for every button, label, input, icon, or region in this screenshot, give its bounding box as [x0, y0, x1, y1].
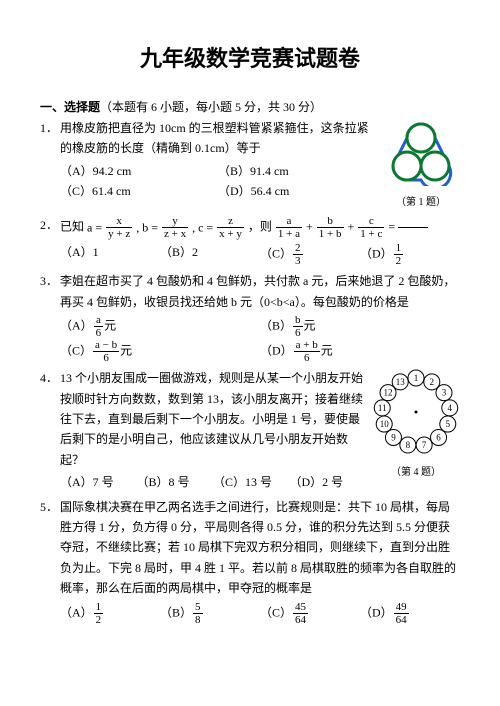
svg-text:2: 2 — [430, 377, 435, 387]
question-5: 5． 国际象棋决赛在甲乙两名选手之间进行，比赛规则是：共下 10 局棋，每局胜方… — [40, 497, 460, 626]
plus-icon: + — [348, 219, 355, 233]
q1-opt-d: （D）56.4 cm — [218, 181, 376, 201]
q5-opt-a: （A）12 — [60, 601, 160, 626]
q2-beq: , b = — [136, 220, 158, 234]
q2-sum2: b1 + b — [317, 215, 344, 240]
q4-opt-c: （C）13 号 — [213, 472, 290, 492]
q3-opt-c: （C）a − b6元 — [60, 339, 260, 364]
q5-opt-b: （B）58 — [160, 601, 260, 626]
q3-num: 3． — [40, 271, 60, 364]
question-2: 2． 已知 a = xy + z , b = yz + x , c = zx +… — [40, 215, 460, 267]
q5-text: 国际象棋决赛在甲乙两名选手之间进行，比赛规则是：共下 10 局棋，每局胜方得 1… — [60, 497, 460, 599]
q1-num: 1． — [40, 118, 60, 211]
svg-text:8: 8 — [406, 440, 411, 450]
q3-text: 李姐在超市买了 4 包酸奶和 4 包鲜奶，共付款 a 元，后来她退了 2 包酸奶… — [60, 271, 460, 312]
q4-opt-b: （B）8 号 — [137, 472, 214, 492]
question-4: 4． 12131234567891011 （第 4 题） 13 个小朋友围成一圈… — [40, 368, 460, 492]
q2-frac-b: yz + x — [162, 215, 188, 240]
svg-text:5: 5 — [446, 419, 451, 429]
q4-opt-a: （A）7 号 — [60, 472, 137, 492]
q1-opt-b: （B）91.4 cm — [218, 161, 376, 181]
svg-text:6: 6 — [436, 433, 441, 443]
q1-figure: （第 1 题） — [382, 118, 460, 211]
q3-opt-b: （B）b6元 — [260, 314, 460, 339]
q2-frac-a: xy + z — [106, 215, 132, 240]
svg-text:7: 7 — [422, 440, 427, 450]
q2-sum1: a1 + a — [276, 215, 302, 240]
q2-pre: 已知 — [60, 219, 84, 233]
q5-options: （A）12 （B）58 （C）4564 （D）4964 — [60, 601, 460, 626]
svg-text:12: 12 — [384, 388, 393, 398]
q5-opt-d: （D）4964 — [360, 601, 460, 626]
svg-text:11: 11 — [378, 403, 387, 413]
question-1: 1． （第 1 题） 用橡皮筋把直径为 10cm 的三根塑料管紧紧箍住，这条拉紧… — [40, 118, 460, 211]
q5-opt-c: （C）4564 — [260, 601, 360, 626]
q2-text: 已知 a = xy + z , b = yz + x , c = zx + y … — [60, 215, 460, 240]
q2-sum3: c1 + c — [358, 215, 384, 240]
q1-opt-a: （A）94.2 cm — [60, 161, 218, 181]
svg-text:4: 4 — [448, 403, 453, 413]
svg-text:10: 10 — [380, 419, 390, 429]
section-note: （本题有 6 小题，每小题 5 分，共 30 分） — [100, 100, 322, 114]
q1-options: （A）94.2 cm （B）91.4 cm （C）61.4 cm （D）56.4… — [60, 161, 376, 202]
blank-line — [398, 227, 428, 228]
page-title: 九年级数学竞赛试题卷 — [40, 40, 460, 77]
q2-ceq: , c = — [192, 220, 213, 234]
q3-options: （A）a6元 （B）b6元 （C）a − b6元 （D）a + b6元 — [60, 314, 460, 364]
q2-num: 2． — [40, 215, 60, 267]
q2-mid2: = — [388, 219, 395, 233]
q4-options: （A）7 号 （B）8 号 （C）13 号 （D）2 号 — [60, 472, 366, 492]
q1-caption: （第 1 题） — [382, 194, 460, 211]
question-3: 3． 李姐在超市买了 4 包酸奶和 4 包鲜奶，共付款 a 元，后来她退了 2 … — [40, 271, 460, 364]
svg-text:1: 1 — [414, 373, 419, 383]
q2-opt-a: （A）1 — [60, 242, 160, 267]
q2-opt-b: （B）2 — [160, 242, 260, 267]
section-name: 一、选择题 — [40, 100, 100, 114]
q4-caption: （第 4 题） — [372, 464, 460, 481]
q2-opt-c: （C）23 — [260, 242, 360, 267]
q4-opt-d: （D）2 号 — [290, 472, 367, 492]
svg-text:3: 3 — [442, 388, 447, 398]
q4-num: 4． — [40, 368, 60, 492]
section-header: 一、选择题（本题有 6 小题，每小题 5 分，共 30 分） — [40, 97, 460, 117]
q2-aeq: a = — [87, 220, 102, 234]
q2-frac-c: zx + y — [217, 215, 244, 240]
q3-opt-d: （D）a + b6元 — [260, 339, 460, 364]
q4-figure: 12131234567891011 （第 4 题） — [372, 368, 460, 481]
svg-text:13: 13 — [396, 377, 406, 387]
q2-options: （A）1 （B）2 （C）23 （D）12 — [60, 242, 460, 267]
q2-mid1: ，则 — [248, 219, 272, 233]
svg-text:9: 9 — [391, 433, 396, 443]
q5-num: 5． — [40, 497, 60, 626]
q1-opt-c: （C）61.4 cm — [60, 181, 218, 201]
q3-opt-a: （A）a6元 — [60, 314, 260, 339]
plus-icon: + — [306, 219, 313, 233]
q2-opt-d: （D）12 — [360, 242, 460, 267]
